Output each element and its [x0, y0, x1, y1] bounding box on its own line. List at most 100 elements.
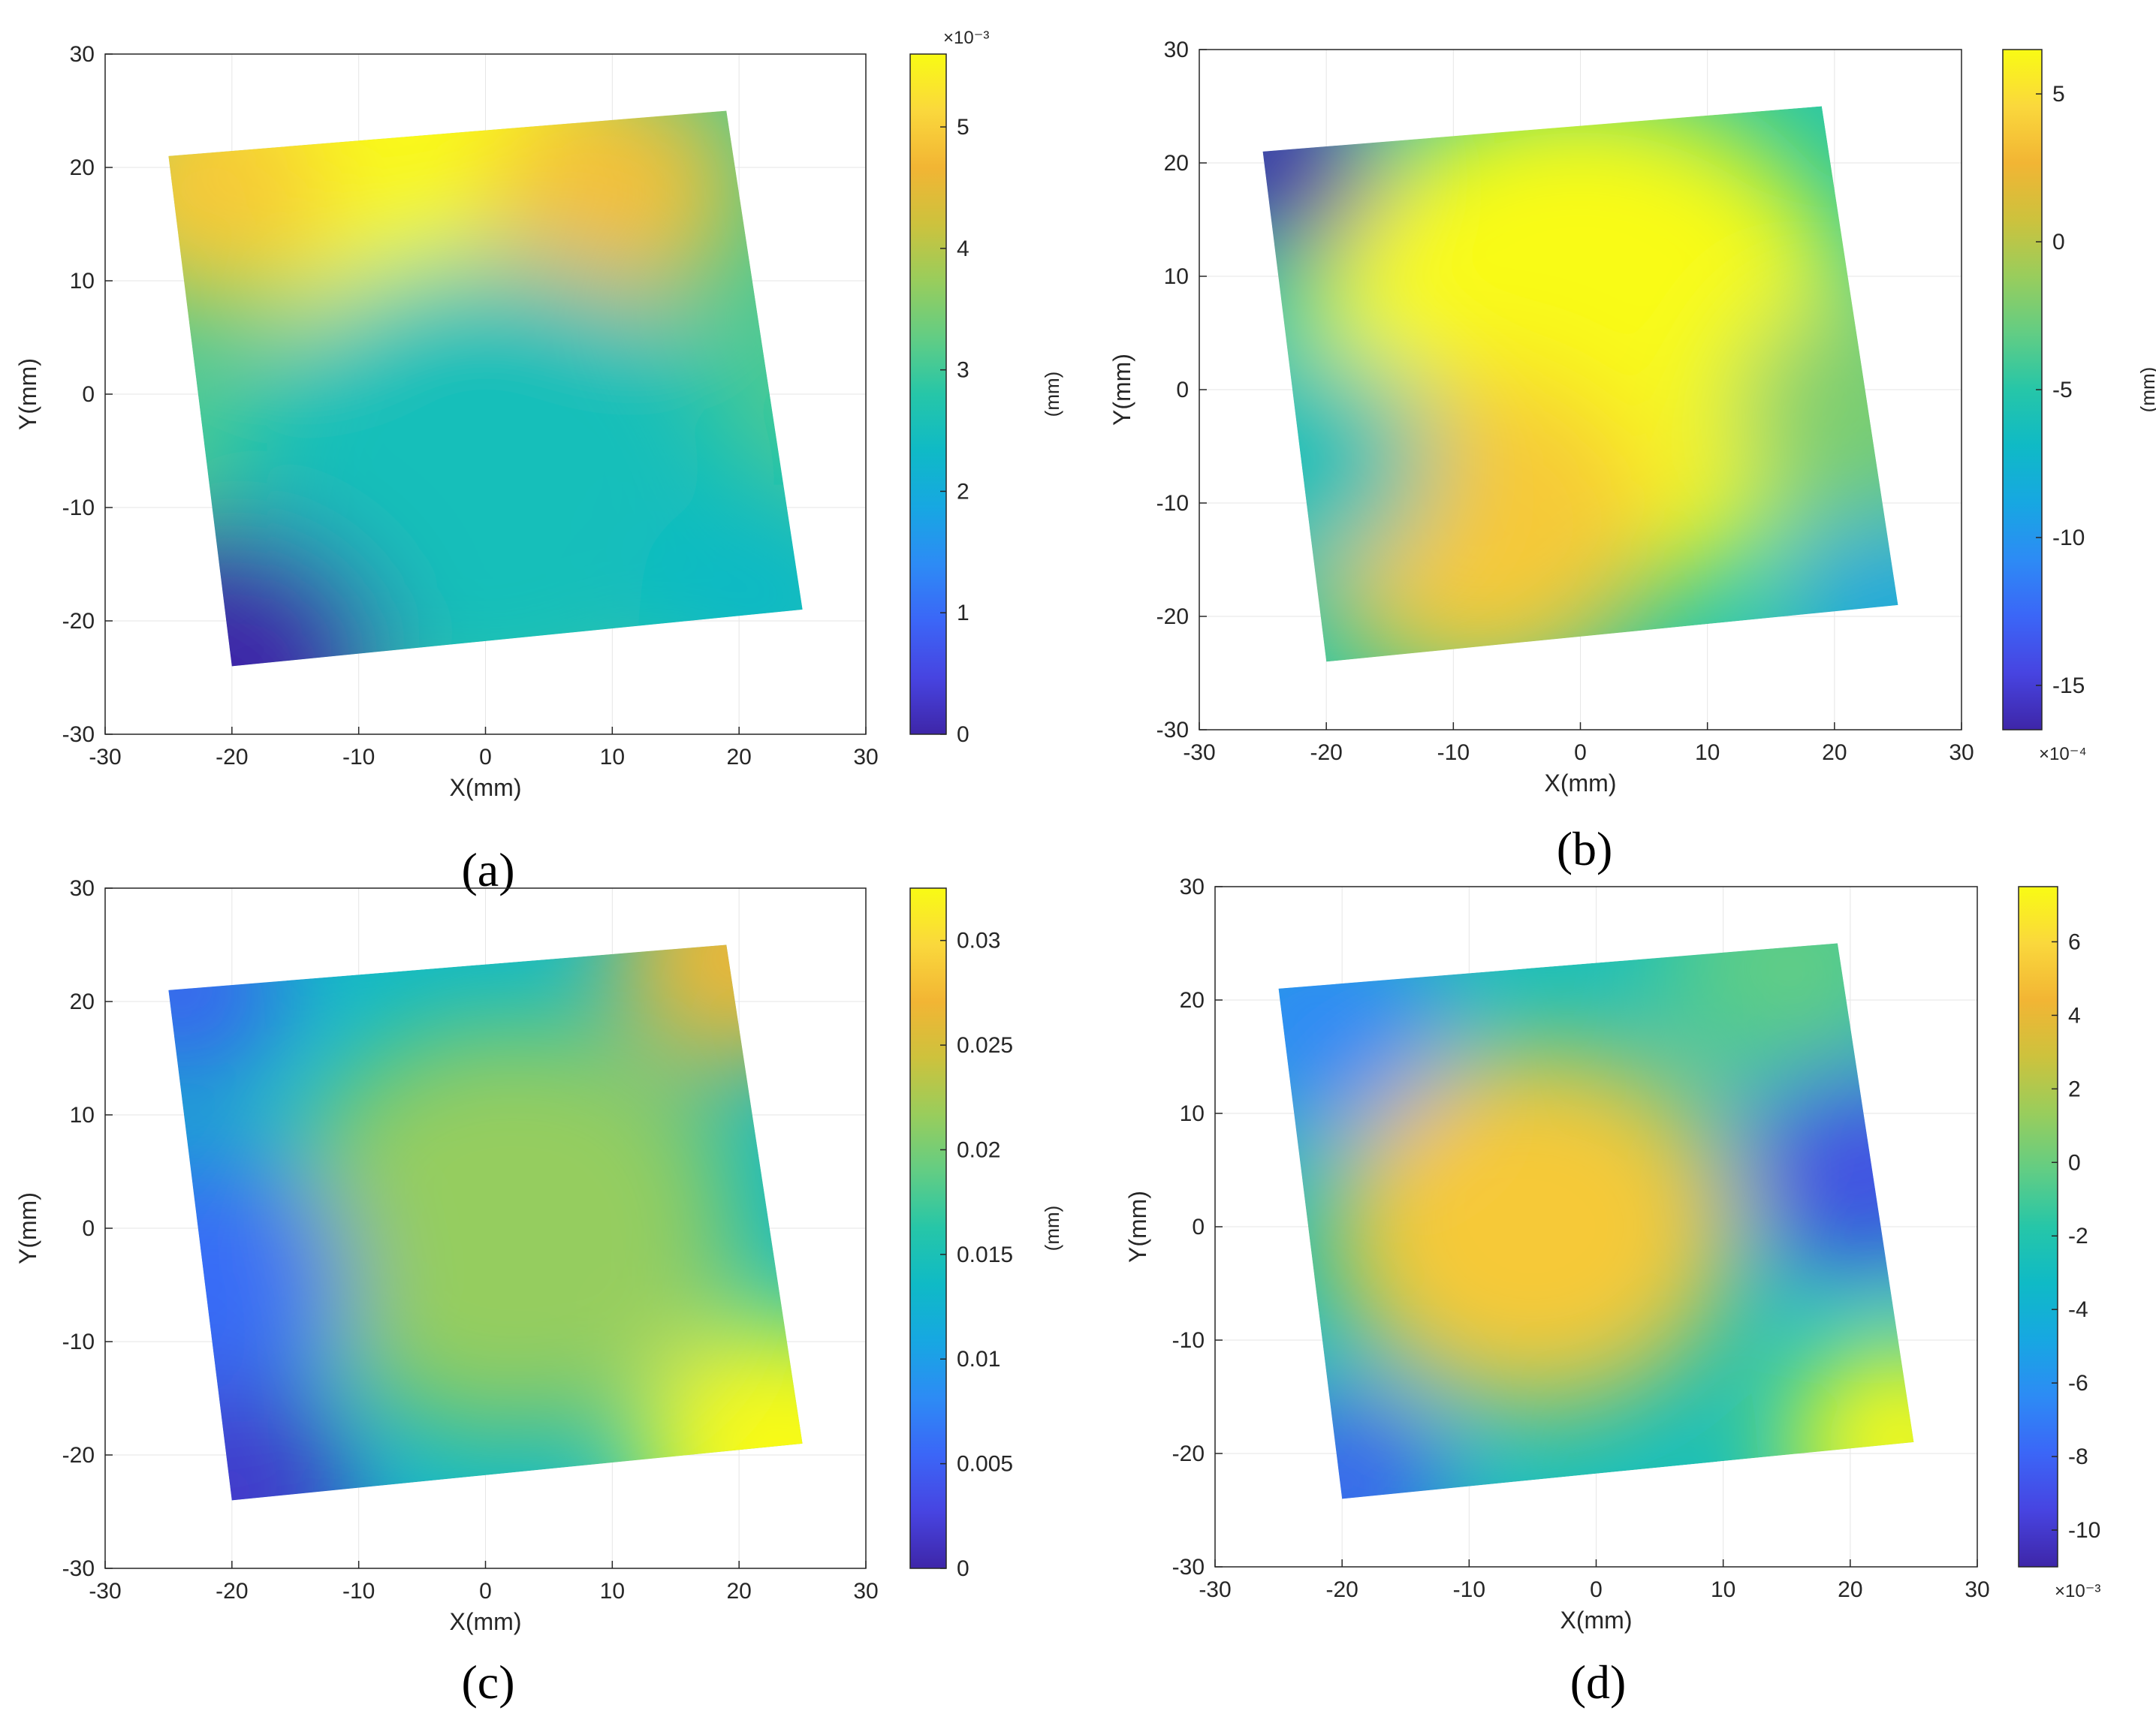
y-tick-label: -30 [1172, 1555, 1205, 1580]
colorbar-tick-label: -15 [2052, 673, 2085, 698]
colorbar-tick-label: 4 [2068, 1003, 2081, 1028]
y-tick-label: -10 [1156, 491, 1189, 516]
field-region [485, 110, 740, 304]
colorbar: 0 0.005 0.01 0.015 0.02 0.025 0.03 (mm) [909, 887, 1063, 1581]
y-tick-label: -10 [62, 496, 95, 520]
x-tick-label: 10 [600, 1579, 625, 1604]
x-axis-label: X(mm) [450, 774, 522, 801]
colorbar-tick-label: 0.015 [957, 1243, 1013, 1267]
y-tick-label: -20 [62, 609, 95, 634]
colorbar-tick-label: -5 [2052, 378, 2073, 402]
x-tick-label: 0 [479, 745, 492, 770]
colorbar-tick-label: 3 [957, 358, 969, 383]
x-tick-label: -10 [342, 1579, 375, 1604]
x-tick-label: -10 [1437, 740, 1470, 765]
colorbar-tick-label: -2 [2068, 1224, 2088, 1249]
y-tick-label: 20 [1164, 151, 1189, 176]
colorbar-tick-label: 4 [957, 236, 969, 261]
x-axis-label: X(mm) [1560, 1607, 1633, 1634]
colorbar-tick-label: 2 [2068, 1077, 2081, 1101]
panel-label: (a) [461, 843, 514, 896]
field-region [168, 1149, 346, 1421]
y-tick-label: -30 [62, 1556, 95, 1581]
x-tick-label: 20 [726, 1579, 751, 1604]
colorbar-unit-label: (mm) [1041, 372, 1063, 417]
x-tick-label: -30 [89, 1579, 121, 1604]
colorbar-tick-label: 0 [957, 722, 969, 747]
colorbar-tick-label: 0 [2068, 1150, 2081, 1175]
x-tick-label: -20 [216, 745, 248, 770]
field-region [1787, 1340, 1914, 1499]
colorbar-tick-label: -10 [2068, 1518, 2100, 1543]
colorbar-gradient [910, 54, 946, 734]
y-tick-label: -30 [62, 722, 95, 747]
y-tick-label: -20 [62, 1443, 95, 1468]
colorbar-tick-label: -4 [2068, 1297, 2088, 1322]
colorbar-tick-label: 5 [2052, 82, 2065, 107]
x-tick-label: 0 [1590, 1577, 1603, 1602]
x-tick-label: 10 [1711, 1577, 1735, 1602]
x-tick-label: -10 [1453, 1577, 1485, 1602]
x-tick-label: 20 [726, 745, 751, 770]
y-axis-label: Y(mm) [1108, 354, 1135, 426]
colorbar-gradient [2019, 887, 2058, 1567]
colorbar-unit-label: (mm) [2136, 367, 2156, 413]
panel-label: (c) [461, 1655, 514, 1709]
colorbar-gradient [2003, 50, 2042, 730]
x-tick-label: 30 [1965, 1577, 1989, 1602]
field-region [168, 944, 283, 1081]
colorbar-tick-label: 2 [957, 479, 969, 504]
y-tick-label: 0 [82, 1216, 95, 1241]
colorbar-unit-label: (mm) [1041, 1206, 1063, 1252]
x-tick-label: -30 [89, 745, 121, 770]
x-tick-label: -30 [1183, 740, 1215, 765]
field-region [1262, 344, 1428, 571]
colorbar-tick-label: -8 [2068, 1444, 2088, 1469]
y-axis-label: Y(mm) [14, 1192, 41, 1264]
y-tick-label: 10 [1164, 264, 1189, 289]
x-tick-label: 0 [479, 1579, 492, 1604]
x-tick-label: -20 [1325, 1577, 1358, 1602]
y-tick-label: 10 [70, 269, 95, 294]
colorbar-tick-label: 0.02 [957, 1137, 1000, 1162]
colorbar-tick-label: 1 [957, 601, 969, 625]
x-tick-label: -20 [1310, 740, 1342, 765]
panel-label: (b) [1557, 822, 1613, 875]
colorbar-unit-label: (mm) [2152, 1204, 2156, 1250]
y-tick-label: 0 [1192, 1215, 1205, 1240]
colorbar-exponent: ×10⁻³ [943, 28, 989, 48]
colorbar-exponent: ×10⁻³ [2055, 1581, 2100, 1601]
colorbar-tick-label: 0 [2052, 230, 2065, 255]
y-tick-label: 20 [1180, 988, 1205, 1013]
y-axis-label: Y(mm) [1124, 1191, 1151, 1263]
y-tick-label: 20 [70, 990, 95, 1014]
colorbar-tick-label: -10 [2052, 526, 2085, 550]
colorbar-gradient [910, 888, 946, 1568]
x-tick-label: 20 [1822, 740, 1847, 765]
colorbar-tick-label: 0.01 [957, 1347, 1000, 1372]
colorbar-frame [909, 887, 947, 1569]
colorbar-frame [2018, 886, 2058, 1568]
y-tick-label: 10 [70, 1103, 95, 1128]
y-tick-label: -30 [1156, 718, 1189, 743]
y-tick-label: 30 [1164, 38, 1189, 62]
colorbar-frame [909, 53, 947, 735]
y-tick-label: 30 [1180, 875, 1205, 899]
colorbar-tick-label: 0.005 [957, 1452, 1013, 1477]
x-axis-label: X(mm) [1545, 770, 1617, 797]
field-region [1329, 1045, 1736, 1408]
y-tick-label: 0 [1176, 378, 1189, 402]
field-region [168, 110, 333, 304]
colorbar: 0 1 2 3 4 5 (mm) ×10⁻³ [909, 28, 1063, 747]
x-tick-label: 20 [1838, 1577, 1862, 1602]
surface-field [1262, 106, 1898, 662]
x-tick-label: 30 [853, 745, 878, 770]
colorbar-tick-label: 0 [957, 1556, 969, 1581]
y-tick-label: -10 [62, 1330, 95, 1354]
x-tick-label: 10 [600, 745, 625, 770]
field-region [1796, 526, 1898, 662]
colorbar-tick-label: 0.03 [957, 929, 1000, 953]
x-tick-label: -30 [1199, 1577, 1231, 1602]
y-tick-label: -20 [1156, 604, 1189, 629]
